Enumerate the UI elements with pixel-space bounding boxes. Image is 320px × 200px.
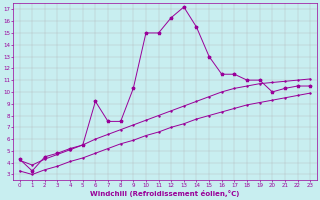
- X-axis label: Windchill (Refroidissement éolien,°C): Windchill (Refroidissement éolien,°C): [90, 190, 240, 197]
